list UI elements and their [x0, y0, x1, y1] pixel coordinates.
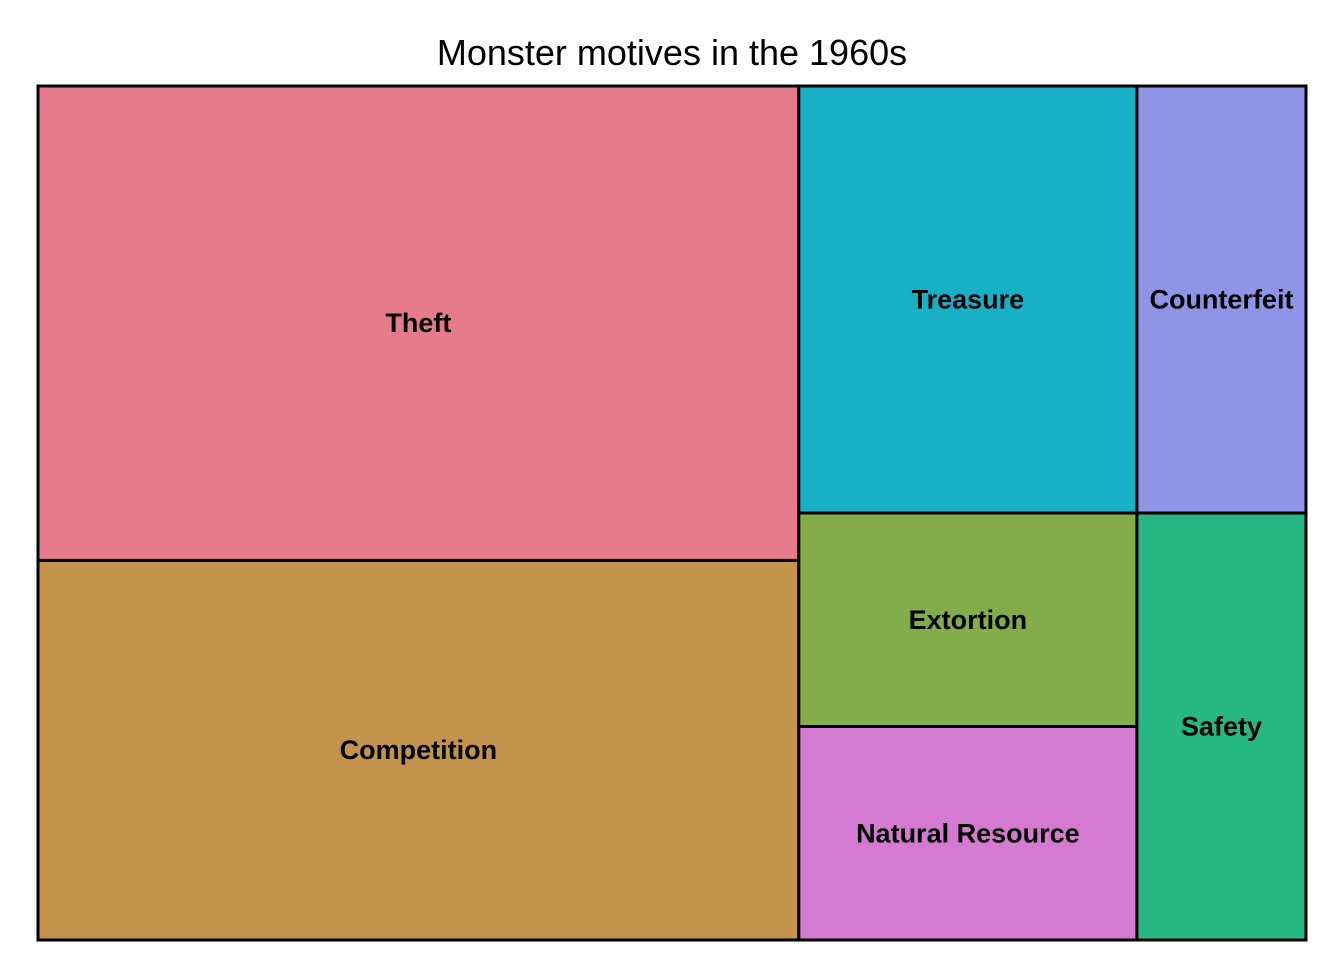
tile-extortion: [797, 511, 1139, 728]
tile-label-theft: Theft: [385, 308, 451, 338]
tile-safety: [1135, 511, 1308, 942]
tile-label-extortion: Extortion: [909, 605, 1028, 635]
tile-treasure: [797, 84, 1139, 515]
tile-label-treasure: Treasure: [912, 285, 1025, 315]
tile-competition: [36, 558, 801, 942]
tile-label-counterfeit: Counterfeit: [1149, 285, 1293, 315]
tile-natural-resource: [797, 725, 1139, 942]
tile-theft: [36, 84, 801, 562]
chart-title: Monster motives in the 1960s: [436, 32, 908, 73]
tile-label-safety: Safety: [1181, 712, 1262, 742]
tile-label-natural-resource: Natural Resource: [856, 818, 1080, 848]
tile-label-competition: Competition: [340, 735, 497, 765]
